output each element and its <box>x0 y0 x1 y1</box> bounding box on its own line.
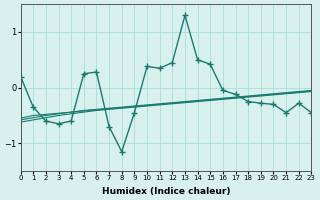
X-axis label: Humidex (Indice chaleur): Humidex (Indice chaleur) <box>102 187 230 196</box>
